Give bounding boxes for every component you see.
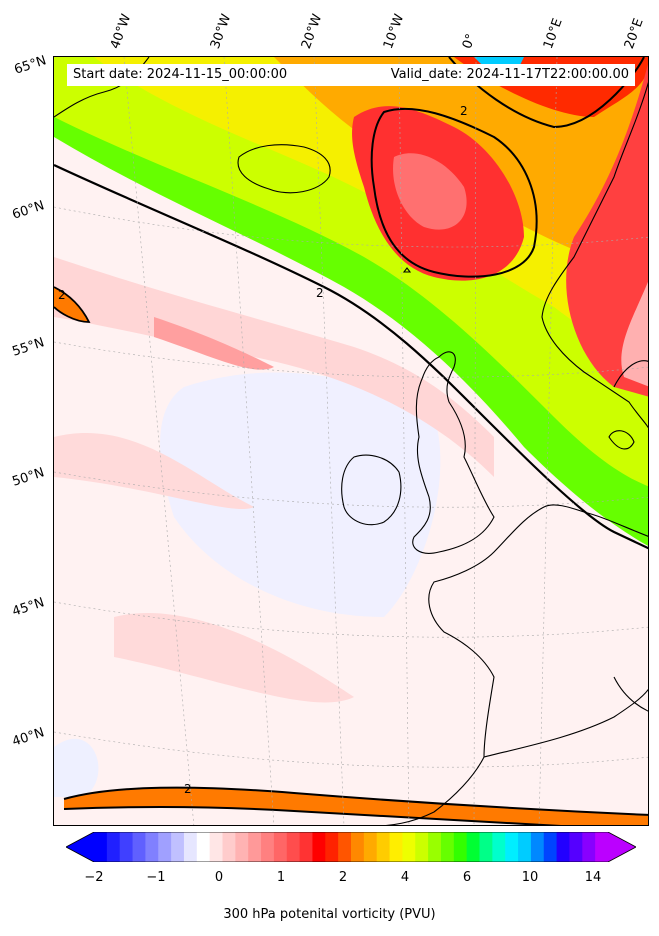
pv2-contour-main (54, 164, 648, 550)
cb-tick-6: 6 (462, 870, 472, 885)
valid-date-label: Valid_date: 2024-11-17T22:00:00.00 (390, 67, 629, 82)
cb-tick-2: 2 (338, 870, 348, 885)
colorbar-cell (312, 832, 326, 862)
contour-label-west: 2 (58, 288, 66, 302)
colorbar-cell (261, 832, 275, 862)
colorbar-cell (530, 832, 545, 862)
colorbar-title: 300 hPa potenital vorticity (PVU) (223, 907, 436, 922)
colorbar-cell (466, 832, 480, 862)
colorbar-cell (235, 832, 249, 862)
colorbar-cell (338, 832, 352, 862)
colorbar-cell (158, 832, 172, 862)
contour-label-north: 2 (460, 104, 468, 118)
lat-label-55n: 55°N (10, 335, 47, 360)
colorbar-cell (363, 832, 378, 862)
colorbar-cells (94, 832, 609, 862)
southern-pv-band (64, 787, 648, 825)
colorbar-cell (453, 832, 468, 862)
gridlines (54, 57, 648, 825)
colorbar (66, 832, 636, 862)
colorbar-cell (196, 832, 211, 862)
run-info-box: Start date: 2024-11-15_00:00:00 Valid_da… (67, 64, 635, 86)
lon-label-40w: 40°W (107, 12, 135, 51)
colorbar-under-arrow (66, 832, 94, 862)
colorbar-cell (325, 832, 339, 862)
colorbar-cell (492, 832, 506, 862)
cb-tick-14: 14 (584, 870, 602, 885)
coastlines (54, 57, 648, 825)
colorbar-cell (479, 832, 493, 862)
colorbar-cell (428, 832, 442, 862)
colorbar-cell (402, 832, 416, 862)
pv2-contour-west (54, 286, 91, 323)
pv2-contour-south (63, 786, 648, 825)
pv2-contour-closed (370, 107, 538, 278)
red-pv-inner (393, 153, 467, 230)
ireland-outline (341, 454, 402, 526)
colorbar-cell (505, 832, 519, 862)
colorbar-cell (518, 832, 532, 862)
lon-label-10w: 10°W (380, 12, 408, 51)
pink-pv-east (621, 281, 648, 387)
pink-band (54, 257, 494, 477)
colorbar-cell (376, 832, 391, 862)
colorbar-cell (209, 832, 223, 862)
contour-label-main: 2 (316, 286, 324, 300)
cb-tick-0: 0 (214, 870, 224, 885)
colorbar-cell (440, 832, 455, 862)
colorbar-cell (171, 832, 185, 862)
colorbar-cell (286, 832, 301, 862)
colorbar-cell (273, 832, 288, 862)
pink-streak-3 (114, 613, 354, 703)
red-pv-east (566, 64, 648, 397)
low-pv-area (160, 372, 441, 617)
lon-label-20e: 20°E (621, 16, 647, 51)
colorbar-cell (248, 832, 262, 862)
contour-label-south: 2 (184, 782, 192, 796)
lon-label-30w: 30°W (207, 12, 235, 51)
colorbar-over-arrow (608, 832, 636, 862)
lat-label-65n: 65°N (12, 53, 49, 78)
map-canvas: 2 2 2 2 (54, 57, 648, 825)
colorbar-cell (106, 832, 121, 862)
lon-label-20w: 20°W (298, 12, 326, 51)
colorbar-cell (556, 832, 570, 862)
cb-tick-m1: −1 (146, 870, 166, 885)
start-date-label: Start date: 2024-11-15_00:00:00 (73, 67, 288, 82)
colorbar-cell (351, 832, 365, 862)
lat-label-60n: 60°N (10, 198, 47, 223)
lat-label-50n: 50°N (10, 465, 47, 490)
low-pv-area-west (54, 738, 99, 797)
cb-tick-4: 4 (400, 870, 410, 885)
lon-label-0: 0° (459, 31, 480, 51)
colorbar-cell (415, 832, 429, 862)
cb-tick-1: 1 (276, 870, 286, 885)
iceland-outline (237, 144, 331, 194)
colorbar-cell (132, 832, 146, 862)
lon-label-10e: 10°E (540, 16, 566, 51)
colorbar-cell (543, 832, 558, 862)
cb-tick-10: 10 (521, 870, 539, 885)
colorbar-cell (299, 832, 313, 862)
great-britain-outline (412, 351, 495, 554)
colorbar-cell (582, 832, 596, 862)
colorbar-cell (94, 832, 108, 862)
colorbar-cell (145, 832, 159, 862)
cb-tick-m2: −2 (84, 870, 104, 885)
colorbar-cell (183, 832, 198, 862)
pv-map: 2 2 2 2 (53, 56, 649, 826)
colorbar-cell (389, 832, 403, 862)
lat-label-45n: 45°N (10, 595, 47, 620)
colorbar-cell (595, 832, 609, 862)
lat-label-40n: 40°N (10, 725, 47, 750)
pink-band-streak (154, 317, 274, 370)
colorbar-cell (222, 832, 236, 862)
colorbar-cell (119, 832, 134, 862)
pink-streak-2 (54, 433, 254, 510)
colorbar-cell (569, 832, 583, 862)
